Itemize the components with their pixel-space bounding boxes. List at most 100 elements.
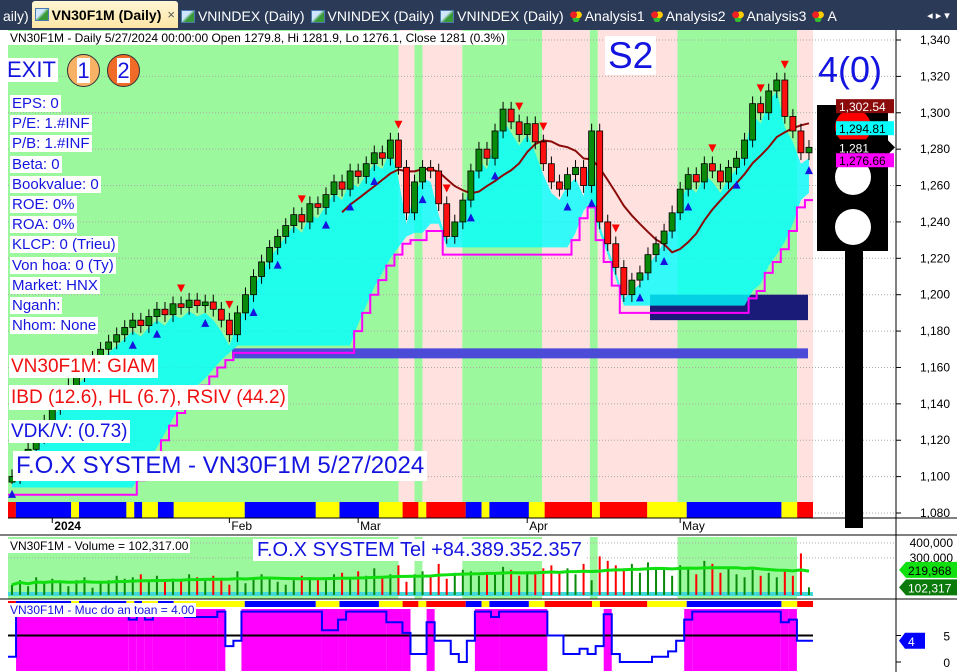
price-tick-label: 1,260 [920, 179, 950, 193]
close-icon[interactable]: × [167, 7, 175, 22]
candle-body [700, 163, 708, 183]
candle [773, 72, 781, 99]
support-line [8, 199, 813, 496]
safety-zone [603, 609, 612, 671]
candle [185, 292, 193, 315]
candle-body [467, 170, 475, 201]
candle-body [338, 181, 346, 190]
chart-icon [440, 9, 455, 23]
buy-arrow-icon [660, 257, 669, 266]
tab-vnindex-daily-[interactable]: VNINDEX (Daily) [437, 4, 567, 28]
state-strip-blue [339, 502, 379, 518]
candle-body [708, 163, 716, 172]
state-strip-yellow [378, 502, 403, 518]
candle [725, 160, 732, 190]
tab-label: Analysis3 [746, 8, 807, 24]
volume-badge-label: 102,317 [908, 581, 952, 595]
safety-zone [402, 609, 411, 671]
price-chart[interactable]: 1,340 1,320 1,300 1,280 1,260 1,240 1,220 1,200… [0, 30, 957, 672]
candle-body [725, 166, 732, 183]
candle-body [386, 139, 394, 159]
candle-body [250, 276, 257, 296]
state-strip-yellow [781, 502, 798, 518]
price-badge: 1,281 [836, 139, 895, 156]
buy-arrow-icon [684, 202, 693, 211]
tab-analysis1[interactable]: Analysis1 [567, 4, 648, 28]
tab-vn30f1m-daily-[interactable]: VN30F1M (Daily) × [31, 1, 178, 28]
candle [531, 116, 539, 150]
candle [209, 294, 217, 317]
badge-label: 1,302.54 [839, 100, 886, 114]
candle [733, 150, 740, 175]
candle-body [668, 212, 676, 232]
candle [411, 174, 418, 221]
candle-body [499, 108, 507, 132]
sell-arrow-icon [394, 120, 403, 129]
trend-band-down [422, 30, 463, 518]
candle [668, 205, 676, 239]
candle [338, 174, 346, 197]
candle [580, 160, 587, 193]
candle-body [217, 308, 225, 321]
sell-arrow-icon [515, 102, 524, 111]
candle [258, 254, 265, 284]
candle-body [507, 108, 515, 123]
safety-strip-red [544, 601, 593, 607]
state-strip-yellow [647, 502, 687, 518]
chart-icon [180, 9, 195, 23]
candle [395, 132, 402, 175]
candle-body [403, 166, 410, 214]
tab-vnindex-daily-[interactable]: VNINDEX (Daily) [178, 4, 308, 28]
date-tick-label: May [682, 519, 705, 533]
state-strip-red [797, 502, 813, 518]
candle [427, 160, 435, 179]
candle [708, 156, 716, 179]
candle-body [395, 139, 402, 168]
candle [145, 309, 153, 333]
volume-title: VN30F1M - Volume = 102,317.00 [8, 539, 191, 553]
price-tick-label: 1,300 [920, 106, 950, 120]
candle-body [789, 116, 797, 132]
safety-zone [152, 609, 186, 671]
tab-vnindex-daily-[interactable]: VNINDEX (Daily) [308, 4, 438, 28]
traffic-light-pole [845, 251, 863, 528]
candle [435, 163, 443, 212]
sell-arrow-icon [708, 144, 717, 153]
candle-body [330, 181, 338, 196]
candle [298, 207, 306, 230]
candle-body [749, 103, 757, 141]
tab-label: VNINDEX (Daily) [327, 8, 435, 24]
tab-aily-[interactable]: aily) [0, 4, 32, 28]
badge-bg [836, 99, 894, 114]
info-item: Nhom: None [10, 317, 99, 335]
date-tick-label: 2024 [54, 519, 81, 533]
candle-body [797, 130, 805, 154]
candle-body [322, 194, 330, 208]
candle [451, 214, 459, 244]
tab-a[interactable]: A [809, 4, 839, 28]
state-strip-blue [134, 502, 143, 518]
buy-arrow-icon [587, 198, 596, 207]
candle [692, 167, 700, 190]
candle-body [435, 170, 443, 205]
buy-arrow-icon [249, 307, 258, 316]
tab-analysis3[interactable]: Analysis3 [729, 4, 810, 28]
state-strip-red [544, 502, 593, 518]
buy-arrow-icon [152, 329, 161, 338]
state-strip-yellow [528, 502, 545, 518]
info-item: P/B: 1.#INF [10, 135, 92, 153]
safety-zone [692, 609, 781, 671]
state-strip-blue [157, 502, 174, 518]
tab-scroll-arrows[interactable]: ◂ ▸ ▾ [920, 0, 957, 30]
safety-strip-red [599, 601, 648, 607]
tab-analysis2[interactable]: Analysis2 [648, 4, 729, 28]
candle-body [588, 130, 596, 186]
candle-body [258, 261, 265, 277]
candle [290, 207, 298, 233]
support-zone [232, 348, 808, 359]
candle [547, 156, 555, 190]
safety-tick-label: 5 [943, 630, 950, 644]
badge-label: 1,276.66 [839, 154, 886, 168]
candle-body [129, 319, 137, 328]
candle [676, 181, 684, 221]
